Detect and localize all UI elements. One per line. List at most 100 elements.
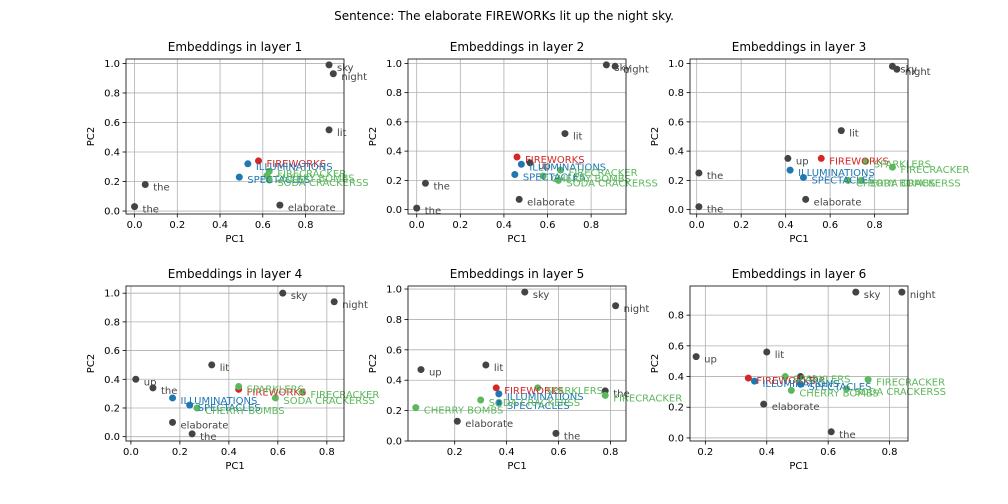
chart-panel-2: 0.0 0.2 0.4 0.6 0.8 0.0 0.2 0.4 0.6 0.8 1.0 skynigh… [368, 40, 658, 245]
point-label: SPECTACLES [523, 173, 586, 184]
data-point [421, 179, 429, 187]
chart-title: Embeddings in layer 3 [732, 40, 866, 54]
y-tick-label: 0.6 [386, 117, 402, 128]
y-tick-label: 0.2 [386, 176, 402, 187]
data-point [515, 195, 523, 203]
data-point [329, 70, 337, 78]
data-point [244, 160, 252, 168]
point-label: SODA CRACKERSS [277, 178, 368, 189]
y-tick-label: 0.8 [386, 315, 402, 326]
data-point [750, 377, 758, 385]
point-label: up [538, 161, 551, 172]
point-label: FIRECRACKER [900, 165, 969, 176]
data-point [611, 62, 619, 70]
point-label: sky [614, 63, 631, 74]
data-point [521, 288, 529, 296]
chart-title: Embeddings in layer 6 [732, 267, 866, 281]
y-tick-label: 0.6 [104, 118, 120, 129]
data-point [534, 384, 542, 392]
point-label: the [433, 181, 449, 192]
y-tick-label: 0.2 [386, 406, 402, 417]
data-point [844, 176, 852, 184]
point-label: lit [775, 350, 785, 361]
x-tick-label: 0.4 [778, 220, 794, 231]
axes-frame [689, 285, 909, 442]
y-tick-label: 0.0 [386, 205, 402, 216]
point-label: SPARKLERS [247, 384, 304, 395]
x-tick-label: 0.8 [867, 220, 883, 231]
x-tick-label: 0.0 [123, 447, 139, 458]
data-point [492, 384, 500, 392]
data-point [517, 160, 525, 168]
data-point [857, 176, 865, 184]
chart-panel-3: 0.0 0.2 0.4 0.6 0.8 0.0 0.2 0.4 0.6 0.8 1.0 skynigh… [650, 40, 969, 245]
x-tick-label: 0.2 [697, 447, 713, 458]
data-point [797, 373, 805, 381]
axes-frame [407, 285, 627, 442]
point-label: FIREWORKS [756, 376, 816, 387]
point-label: CHERRY BOMBS [551, 174, 631, 185]
data-point [132, 375, 140, 383]
y-tick-label: 0.8 [104, 88, 120, 99]
y-tick-label: 0.0 [386, 437, 402, 448]
y-tick-label: 0.0 [668, 205, 684, 216]
point-label: SPECTACLES [198, 403, 261, 414]
data-point [235, 173, 243, 181]
data-point [265, 176, 273, 184]
point-label: the [161, 386, 177, 397]
data-point [602, 61, 610, 69]
y-tick-label: 0.2 [668, 403, 684, 414]
x-tick-label: 0.2 [452, 220, 468, 231]
data-point [482, 361, 490, 369]
data-point [893, 65, 901, 73]
point-label: SPARKLERS [793, 375, 850, 386]
data-point [325, 61, 333, 69]
data-point [817, 154, 825, 162]
y-tick-label: 0.2 [668, 176, 684, 187]
data-point [141, 180, 149, 188]
point-label: CHERRY BOMBS [275, 174, 355, 185]
point-label: SPECTACLES [247, 175, 310, 186]
x-tick-label: 0.8 [298, 220, 314, 231]
data-point [763, 348, 771, 356]
y-axis-label: PC2 [86, 354, 97, 373]
data-point [186, 401, 194, 409]
data-point [827, 428, 835, 436]
point-label: elaborate [772, 402, 820, 413]
point-label: sky [533, 290, 550, 301]
y-tick-label: 0.4 [386, 147, 402, 158]
axes-frame [125, 58, 345, 215]
point-label: FIRECRACKER [277, 169, 346, 180]
point-label: ILLUMINATIONS [507, 392, 584, 403]
data-point [188, 430, 196, 438]
point-label: lit [573, 132, 583, 143]
point-label: night [623, 64, 649, 75]
data-point [235, 382, 243, 390]
x-tick-label: 0.6 [270, 447, 286, 458]
data-point [169, 394, 177, 402]
point-label: SODA CRACKERSS [283, 396, 374, 407]
point-label: the [707, 171, 723, 182]
y-tick-label: 0.8 [668, 311, 684, 322]
point-label: the [564, 431, 580, 442]
point-label: CHERRY BOMBS [856, 178, 936, 189]
point-label: lit [849, 129, 859, 140]
point-label: night [905, 67, 931, 78]
data-point [695, 169, 703, 177]
point-label: SODA CRACKERSS [855, 387, 946, 398]
y-tick-label: 0.2 [104, 177, 120, 188]
chart-panel-1: 0.0 0.2 0.4 0.6 0.8 0.0 0.2 0.4 0.6 0.8 1.0 skynigh… [86, 40, 369, 245]
point-label: SPECTACLES [507, 401, 570, 412]
point-label: FIREWORKS [504, 386, 564, 397]
data-point [453, 417, 461, 425]
point-label: night [910, 290, 936, 301]
x-tick-label: 0.4 [499, 447, 515, 458]
x-tick-label: 0.8 [319, 447, 335, 458]
data-point [271, 394, 279, 402]
data-point [477, 396, 485, 404]
point-label: sky [864, 290, 881, 301]
data-point [513, 153, 521, 161]
point-label: the [839, 430, 855, 441]
y-tick-label: 0.4 [668, 372, 684, 383]
point-label: SODA CRACKERSS [566, 178, 657, 189]
